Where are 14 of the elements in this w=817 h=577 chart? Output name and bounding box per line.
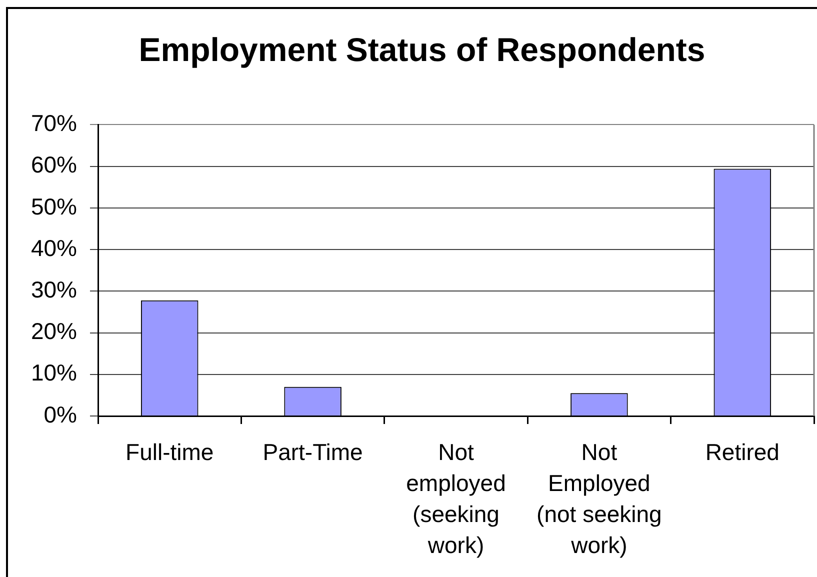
- x-tick-label: Full-time: [126, 438, 214, 465]
- y-tick-label: 40%: [30, 234, 77, 261]
- y-tick-label: 20%: [30, 318, 77, 344]
- y-tick-label: 10%: [30, 360, 77, 386]
- chart-title: Employment Status of Respondents: [138, 30, 706, 70]
- y-tick-label: 0%: [44, 401, 77, 428]
- y-tick-label: 50%: [30, 193, 77, 220]
- y-tick-label: 70%: [30, 110, 77, 136]
- x-tick-label: Part-Time: [262, 438, 363, 465]
- y-tick-label: 60%: [30, 152, 77, 178]
- x-tick-label: Not Employed (not seeking work): [536, 438, 662, 558]
- x-tick-label: Retired: [705, 438, 780, 465]
- y-tick-label: 30%: [30, 276, 77, 302]
- x-tick-label: Not employed (seeking work): [406, 438, 506, 558]
